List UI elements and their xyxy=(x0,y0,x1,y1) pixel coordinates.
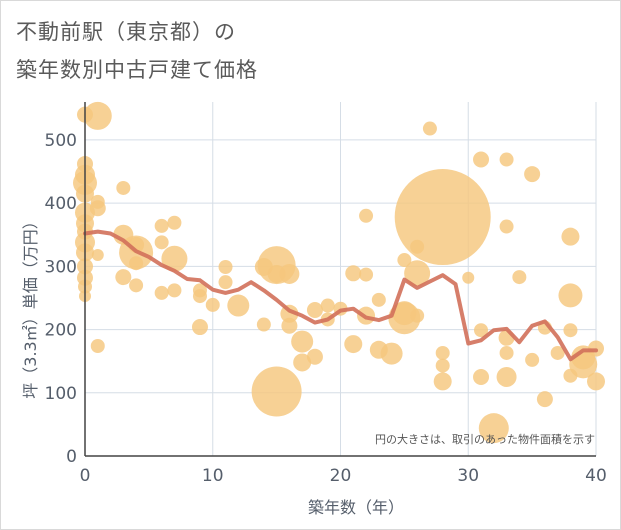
bubble-point xyxy=(422,121,437,136)
bubble-point xyxy=(320,298,335,313)
bubble-point xyxy=(344,335,363,354)
bubble-layer xyxy=(73,101,605,444)
bubble-point xyxy=(90,339,105,354)
bubble-point xyxy=(397,253,412,268)
bubble-point xyxy=(388,302,421,335)
bubble-point xyxy=(281,317,298,334)
bubble-point xyxy=(83,101,112,130)
bubble-point xyxy=(161,245,188,272)
bubble-point xyxy=(227,294,250,317)
bubble-point xyxy=(345,265,362,282)
bubble-point xyxy=(473,368,490,385)
bubble-point xyxy=(478,413,509,444)
bubble-point xyxy=(205,297,220,312)
bubble-point xyxy=(394,169,491,266)
bubble-point xyxy=(410,308,425,323)
x-tick-label: 0 xyxy=(80,466,91,486)
bubble-point xyxy=(536,391,553,408)
y-axis-title: 坪（3.3㎡）単価（万円） xyxy=(21,213,40,398)
bubble-point xyxy=(91,248,104,261)
bubble-point xyxy=(587,372,605,391)
bubble-point xyxy=(558,283,583,308)
bubble-point xyxy=(499,152,514,167)
bubble-point xyxy=(435,358,450,373)
x-tick-label: 20 xyxy=(330,466,352,486)
size-legend-note: 円の大きさは、取引のあった物件面積を示す xyxy=(375,432,595,446)
bubble-point xyxy=(371,292,386,307)
bubble-point xyxy=(293,353,312,372)
bubble-point xyxy=(167,283,182,298)
bubble-point xyxy=(306,348,323,365)
bubble-point xyxy=(154,218,169,233)
bubble-point xyxy=(462,271,475,284)
bubble-point xyxy=(433,372,452,391)
bubble-point xyxy=(129,256,144,271)
x-tick-label: 10 xyxy=(202,466,224,486)
y-tick-label: 300 xyxy=(45,257,77,277)
bubble-point xyxy=(359,267,374,282)
bubble-point xyxy=(561,227,580,246)
bubble-point xyxy=(563,323,578,338)
bubble-point xyxy=(496,366,517,387)
bubble-point xyxy=(306,301,323,318)
x-tick-label: 30 xyxy=(457,466,479,486)
y-tick-label: 500 xyxy=(45,131,77,151)
bubble-point xyxy=(167,215,182,230)
bubble-point xyxy=(218,259,233,274)
bubble-point xyxy=(218,275,233,290)
bubble-point xyxy=(129,278,144,293)
bubble-point xyxy=(525,352,540,367)
bubble-point xyxy=(251,366,302,417)
bubble-point xyxy=(359,208,374,223)
bubble-point xyxy=(524,166,541,183)
bubble-point xyxy=(154,235,169,250)
x-tick-label: 40 xyxy=(585,466,607,486)
average-line-layer xyxy=(83,229,598,362)
bubble-point xyxy=(435,345,450,360)
bubble-point xyxy=(473,151,490,168)
bubble-point xyxy=(380,342,403,365)
bubble-point xyxy=(279,263,300,284)
chart-title-line-1: 不動前駅（東京都）の xyxy=(16,20,236,44)
bubble-point xyxy=(404,260,431,287)
y-tick-label: 0 xyxy=(66,447,77,467)
bubble-point xyxy=(192,289,207,304)
y-tick-label: 100 xyxy=(45,384,77,404)
axes xyxy=(84,102,596,457)
bubble-point xyxy=(154,285,169,300)
average-price-line xyxy=(83,229,598,362)
bubble-point xyxy=(499,345,514,360)
bubble-point xyxy=(499,219,514,234)
y-tick-label: 400 xyxy=(45,194,77,214)
bubble-point xyxy=(191,319,208,336)
y-tick-label: 200 xyxy=(45,321,77,341)
x-axis-title: 築年数（年） xyxy=(308,498,404,517)
bubble-point xyxy=(116,180,131,195)
bubble-point xyxy=(474,323,489,338)
chart-title-line-2: 築年数別中古戸建て価格 xyxy=(16,58,258,82)
bubble-point xyxy=(115,269,132,286)
bubble-point xyxy=(550,345,565,360)
bubble-point xyxy=(256,317,271,332)
bubble-point xyxy=(512,270,527,285)
bubble-point xyxy=(291,330,314,353)
